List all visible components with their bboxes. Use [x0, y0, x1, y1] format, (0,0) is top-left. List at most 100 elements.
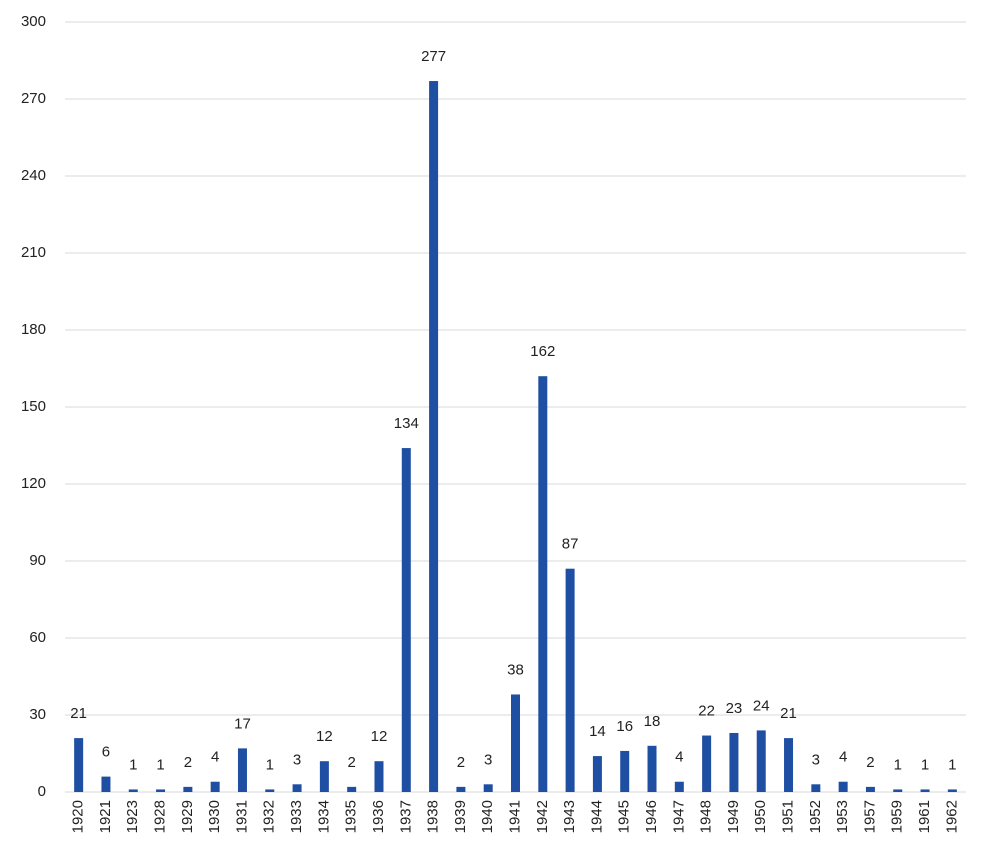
data-label: 1 [266, 756, 274, 773]
data-label: 12 [316, 728, 333, 745]
bar [811, 784, 821, 792]
data-label: 2 [184, 754, 192, 771]
x-tick-label: 1929 [179, 800, 196, 833]
x-tick-label: 1943 [561, 800, 578, 833]
data-label: 4 [211, 749, 219, 766]
bar [183, 786, 193, 792]
bar [565, 568, 575, 792]
x-tick-label: 1931 [233, 800, 250, 833]
x-tick-label: 1933 [288, 800, 305, 833]
data-label: 6 [102, 744, 110, 761]
data-label: 4 [839, 749, 847, 766]
y-tick-label: 270 [21, 90, 46, 107]
y-tick-label: 30 [29, 706, 46, 723]
x-tick-label: 1941 [506, 800, 523, 833]
x-tick-label: 1921 [97, 800, 114, 833]
y-tick-label: 240 [21, 167, 46, 184]
x-tick-label: 1953 [834, 800, 851, 833]
x-tick-label: 1949 [725, 800, 742, 833]
bar [920, 789, 930, 792]
bar [456, 786, 466, 792]
x-tick-label: 1942 [534, 800, 551, 833]
data-label: 1 [921, 756, 929, 773]
bar [756, 730, 766, 792]
bar [101, 776, 111, 792]
bar [784, 738, 794, 792]
data-label: 21 [780, 705, 797, 722]
bar [347, 786, 357, 792]
x-tick-label: 1932 [261, 800, 278, 833]
x-tick-label: 1937 [397, 800, 414, 833]
x-tick-label: 1961 [916, 800, 933, 833]
x-tick-label: 1952 [807, 800, 824, 833]
data-label: 277 [421, 48, 446, 65]
y-tick-label: 120 [21, 475, 46, 492]
data-label: 16 [616, 718, 633, 735]
x-tick-label: 1930 [206, 800, 223, 833]
x-tick-label: 1950 [752, 800, 769, 833]
x-tick-label: 1940 [479, 800, 496, 833]
x-tick-label: 1939 [452, 800, 469, 833]
bar [893, 789, 903, 792]
bar [237, 748, 247, 792]
bar [538, 376, 548, 792]
data-label: 1 [129, 756, 137, 773]
bar [429, 81, 439, 793]
data-label: 2 [866, 754, 874, 771]
data-label: 3 [293, 751, 301, 768]
data-label: 134 [394, 415, 419, 432]
data-label: 14 [589, 723, 606, 740]
data-label: 22 [698, 703, 715, 720]
y-tick-label: 0 [38, 783, 46, 800]
y-tick-label: 210 [21, 244, 46, 261]
x-tick-label: 1938 [425, 800, 442, 833]
data-label: 12 [371, 728, 388, 745]
bar [210, 781, 220, 792]
data-label: 2 [348, 754, 356, 771]
x-tick-label: 1948 [698, 800, 715, 833]
data-label: 21 [70, 705, 87, 722]
bar [592, 756, 602, 792]
data-label: 24 [753, 697, 770, 714]
y-tick-label: 60 [29, 629, 46, 646]
bar [319, 761, 329, 792]
data-label: 1 [948, 756, 956, 773]
bar [838, 781, 848, 792]
data-label: 3 [812, 751, 820, 768]
data-label: 18 [644, 713, 661, 730]
data-label: 87 [562, 536, 579, 553]
bar [674, 781, 684, 792]
bar [511, 694, 520, 792]
bar [647, 745, 657, 792]
x-tick-label: 1944 [588, 800, 605, 833]
data-label: 38 [507, 661, 524, 678]
bar [74, 738, 84, 792]
x-tick-label: 1959 [889, 800, 906, 833]
bar [865, 786, 875, 792]
x-tick-label: 1946 [643, 800, 660, 833]
x-tick-label: 1957 [861, 800, 878, 833]
y-tick-label: 180 [21, 321, 46, 338]
bar [265, 789, 275, 792]
bar [156, 789, 166, 792]
x-tick-label: 1962 [943, 800, 960, 833]
bar [620, 750, 630, 792]
x-tick-label: 1936 [370, 800, 387, 833]
bar [374, 761, 384, 792]
x-tick-label: 1920 [70, 800, 87, 833]
bar [292, 784, 302, 792]
data-label: 1 [894, 756, 902, 773]
data-label: 4 [675, 749, 683, 766]
x-tick-label: 1947 [670, 800, 687, 833]
data-label: 1 [156, 756, 164, 773]
data-label: 3 [484, 751, 492, 768]
x-tick-label: 1934 [315, 800, 332, 833]
x-tick-label: 1923 [124, 800, 141, 833]
y-tick-label: 150 [21, 398, 46, 415]
bar [702, 735, 712, 792]
x-tick-label: 1951 [779, 800, 796, 833]
x-tick-label: 1935 [343, 800, 360, 833]
y-tick-label: 90 [29, 552, 46, 569]
data-label: 2 [457, 754, 465, 771]
